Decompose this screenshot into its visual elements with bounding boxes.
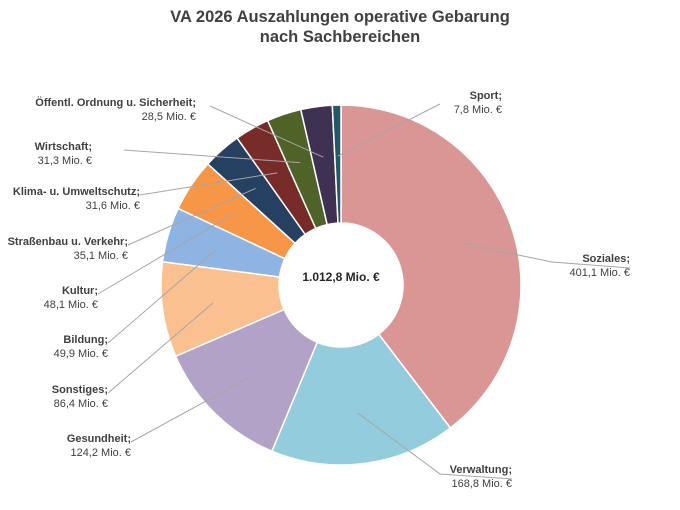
slice-sport — [331, 104, 342, 224]
slice-verwaltung — [270, 333, 452, 466]
slice-value-offentl-ordnung-u-sicherheit: 28,5 Mio. € — [142, 111, 196, 123]
slice-value-klima-u-umweltschutz: 31,6 Mio. € — [86, 200, 140, 212]
slice-value-soziales: 401,1 Mio. € — [569, 267, 630, 279]
slice-value-sonstiges: 86,4 Mio. € — [54, 398, 108, 410]
slice-label-soziales: Soziales; — [582, 253, 630, 265]
center-total-label: 1.012,8 Mio. € — [302, 270, 380, 284]
slice-label-sonstiges: Sonstiges; — [52, 384, 108, 396]
slice-label-kultur: Kultur; — [62, 285, 98, 297]
leader-line-soziales — [463, 243, 631, 269]
leader-line-kultur — [97, 212, 234, 295]
slice-value-sport: 7,8 Mio. € — [454, 104, 502, 116]
slice-label-gesundheit: Gesundheit; — [67, 433, 131, 445]
slice-gesundheit — [174, 308, 319, 453]
leader-line-klima-u-umweltschutz — [139, 172, 278, 196]
chart-title-line-2: nach Sachbereichen — [260, 28, 420, 46]
slice-value-gesundheit: 124,2 Mio. € — [70, 447, 131, 459]
leader-line-strassenbau-u-verkehr — [127, 187, 256, 246]
slice-soziales — [340, 104, 522, 429]
slice-label-strassenbau-u-verkehr: Straßenbau u. Verkehr; — [8, 236, 128, 248]
slice-label-sport: Sport; — [470, 90, 502, 102]
leader-lines — [97, 103, 631, 480]
leader-line-sonstiges — [107, 302, 214, 394]
slice-label-verwaltung: Verwaltung; — [450, 464, 512, 476]
slice-label-wirtschaft: Wirtschaft; — [35, 141, 92, 153]
slice-label-bildung: Bildung; — [63, 334, 108, 346]
leader-line-offentl-ordnung-u-sicherheit — [209, 105, 324, 158]
leader-line-wirtschaft — [123, 149, 301, 164]
chart-title-line-1: VA 2026 Auszahlungen operative Gebarung — [170, 8, 510, 26]
slice-value-wirtschaft: 31,3 Mio. € — [38, 155, 92, 167]
slice-value-kultur: 48,1 Mio. € — [44, 299, 98, 311]
slice-labels: Soziales; 401,1 Mio. € Verwaltung; 168,8 Mi… — [8, 90, 630, 490]
slice-label-offentl-ordnung-u-sicherheit: Öffentl. Ordnung u. Sicherheit; — [35, 96, 196, 109]
slice-value-verwaltung: 168,8 Mio. € — [451, 478, 512, 490]
leader-line-bildung — [107, 248, 218, 344]
leader-line-sport — [337, 103, 441, 157]
leader-line-verwaltung — [357, 412, 513, 480]
slice-value-bildung: 49,9 Mio. € — [54, 348, 108, 360]
slice-value-strassenbau-u-verkehr: 35,1 Mio. € — [74, 250, 128, 262]
leader-line-gesundheit — [130, 376, 251, 443]
donut-slices — [160, 104, 522, 466]
slice-label-klima-u-umweltschutz: Klima- u. Umweltschutz; — [13, 186, 140, 198]
